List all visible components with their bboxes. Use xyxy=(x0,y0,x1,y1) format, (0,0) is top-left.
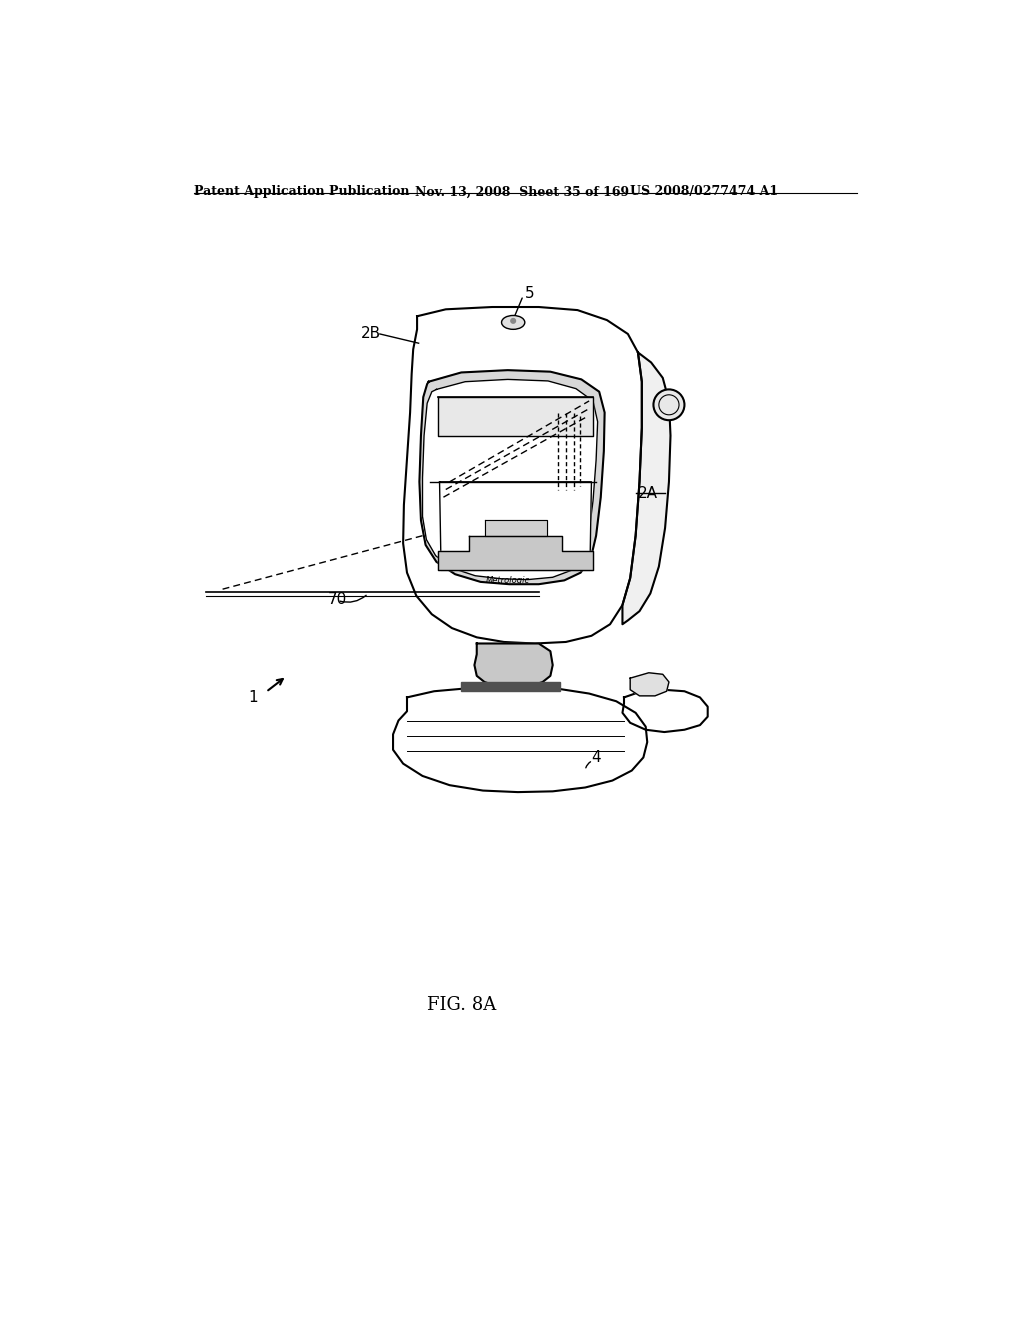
Polygon shape xyxy=(438,536,593,570)
Text: 2A: 2A xyxy=(638,486,658,500)
Text: FIG. 8A: FIG. 8A xyxy=(427,997,496,1014)
Polygon shape xyxy=(484,520,547,536)
Text: Metrologic: Metrologic xyxy=(485,576,529,585)
Text: 70: 70 xyxy=(328,593,347,607)
Polygon shape xyxy=(420,370,604,585)
Polygon shape xyxy=(403,308,642,644)
Polygon shape xyxy=(474,644,553,686)
Polygon shape xyxy=(623,352,671,624)
Circle shape xyxy=(653,389,684,420)
Text: US 2008/0277474 A1: US 2008/0277474 A1 xyxy=(630,185,778,198)
Circle shape xyxy=(511,318,515,323)
Polygon shape xyxy=(393,686,647,792)
Polygon shape xyxy=(630,673,669,696)
Text: 1: 1 xyxy=(248,690,258,705)
Text: Patent Application Publication: Patent Application Publication xyxy=(194,185,410,198)
Polygon shape xyxy=(461,682,560,692)
Polygon shape xyxy=(439,482,592,570)
Text: Nov. 13, 2008  Sheet 35 of 169: Nov. 13, 2008 Sheet 35 of 169 xyxy=(415,185,629,198)
Text: 5: 5 xyxy=(524,285,535,301)
Text: 2B: 2B xyxy=(360,326,381,342)
Polygon shape xyxy=(623,689,708,733)
Text: 4: 4 xyxy=(592,750,601,766)
Polygon shape xyxy=(438,397,593,436)
Ellipse shape xyxy=(502,315,524,330)
Polygon shape xyxy=(423,379,598,579)
